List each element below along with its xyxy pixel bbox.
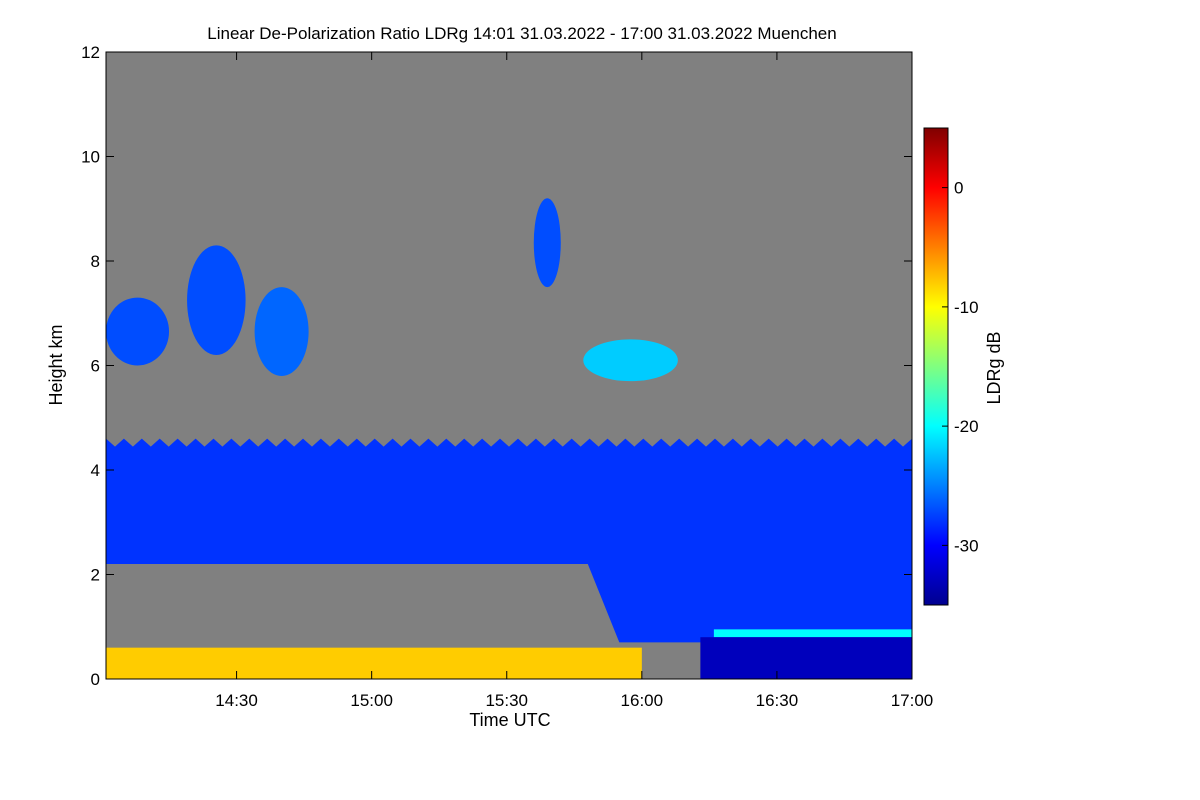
colorbar-tick-label: -30 [954, 536, 979, 555]
boundary-layer-low [106, 647, 642, 679]
x-axis-label: Time UTC [469, 710, 550, 730]
x-tick-label: 16:00 [621, 691, 664, 710]
plot-area [106, 52, 912, 679]
colorbar-bar [923, 127, 949, 606]
y-axis-label: Height km [46, 324, 66, 405]
cirrus-cloud-1 [106, 297, 170, 366]
x-tick-label: 15:00 [350, 691, 393, 710]
data-features [106, 198, 912, 679]
y-tick-label: 4 [91, 461, 100, 480]
cirrus-cloud-2 [187, 245, 246, 356]
mid-cloud-1 [583, 339, 678, 382]
x-tick-label: 15:30 [485, 691, 528, 710]
colorbar-ticks: 0 -10 -20 -30 [942, 179, 979, 555]
y-tick-label: 10 [81, 148, 100, 167]
y-tick-label: 8 [91, 252, 100, 271]
low-cloud-base [713, 629, 912, 638]
y-axis: 0 2 4 6 8 10 12 [81, 43, 912, 689]
chart-title: Linear De-Polarization Ratio LDRg 14:01 … [207, 24, 836, 43]
cirrus-cloud-4 [533, 198, 561, 288]
x-tick-label: 16:30 [756, 691, 799, 710]
colorbar: 0 -10 -20 -30 [923, 127, 979, 606]
colorbar-tick-label: -10 [954, 298, 979, 317]
x-axis: 14:30 15:00 15:30 16:00 16:30 17:00 [215, 52, 933, 710]
cirrus-cloud-3 [254, 287, 309, 376]
y-tick-label: 0 [91, 670, 100, 689]
x-tick-label: 14:30 [215, 691, 258, 710]
y-tick-label: 2 [91, 566, 100, 585]
colorbar-tick-label: -20 [954, 417, 979, 436]
colorbar-label: LDRg dB [984, 331, 1004, 404]
y-tick-label: 6 [91, 357, 100, 376]
colorbar-tick-label: 0 [954, 179, 963, 198]
x-tick-label: 17:00 [891, 691, 934, 710]
y-tick-label: 12 [81, 43, 100, 62]
rain-region [700, 637, 912, 679]
aerosol-layer [106, 438, 912, 643]
